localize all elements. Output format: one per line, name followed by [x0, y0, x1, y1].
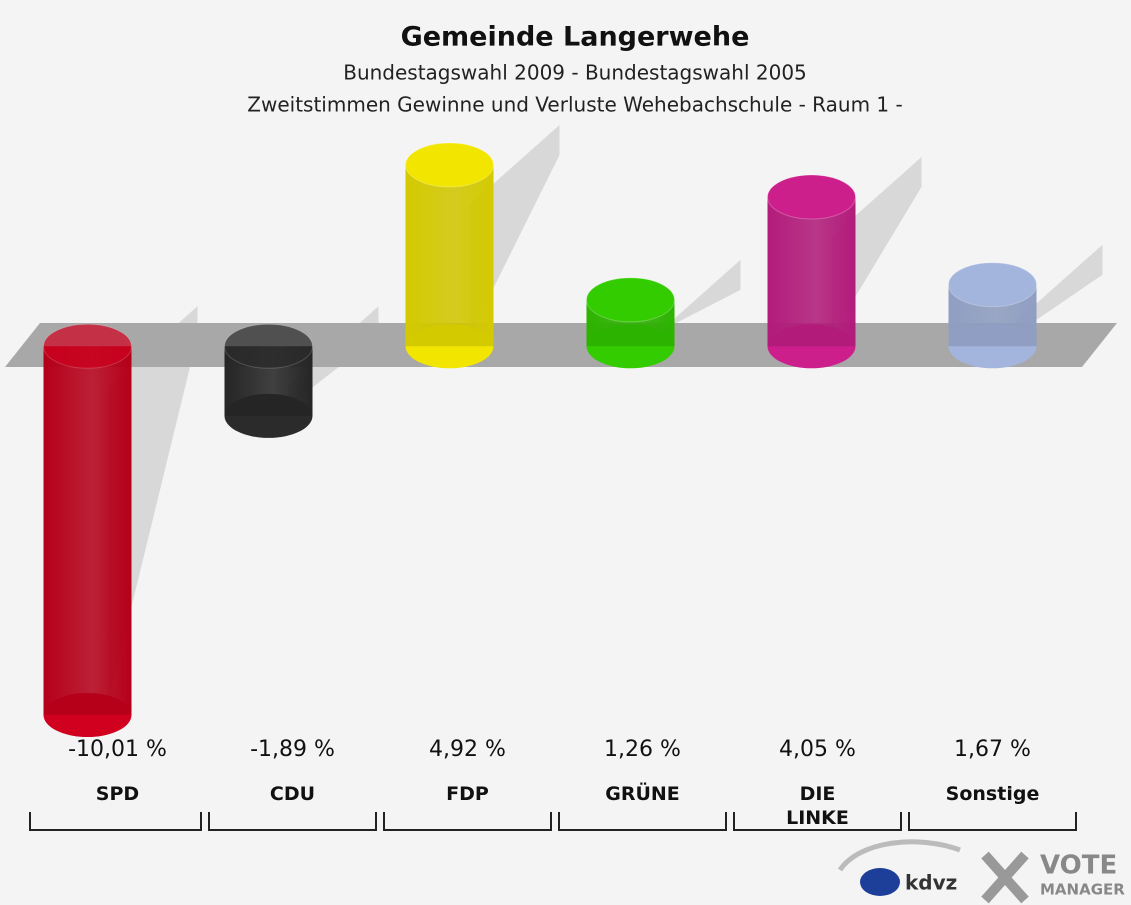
value-label: -10,01 %: [68, 737, 167, 762]
value-label: 4,05 %: [779, 737, 856, 762]
bar-body: [43, 346, 132, 715]
logo-ball: [860, 868, 900, 896]
bar: [224, 323, 313, 438]
category-bracket: [29, 812, 202, 831]
category-label: SPD: [95, 783, 140, 805]
chart-subtitle: Zweitstimmen Gewinne und Verluste Weheba…: [247, 93, 902, 117]
bar-top: [224, 323, 313, 369]
category-label: DIE LINKE: [786, 783, 849, 829]
bar: [43, 323, 132, 737]
bar: [767, 174, 856, 369]
category-bracket: [208, 812, 377, 831]
category-label: Sonstige: [945, 783, 1040, 805]
category-label: CDU: [269, 783, 316, 805]
category-bracket: [383, 812, 552, 831]
value-label: 4,92 %: [429, 737, 506, 762]
bar-top: [586, 277, 675, 323]
bar-body: [767, 197, 856, 347]
value-label: -1,89 %: [250, 737, 335, 762]
bar-shade: [43, 346, 132, 715]
category-bracket: [558, 812, 727, 831]
logo-text: MANAGER: [1040, 881, 1125, 899]
logo-text: VOTE: [1040, 851, 1117, 881]
value-label: 1,67 %: [954, 737, 1031, 762]
bar-top: [405, 142, 494, 188]
value-label: 1,26 %: [604, 737, 681, 762]
category-bracket: [908, 812, 1077, 831]
bar-shade: [405, 165, 494, 347]
category-bracket: [733, 812, 902, 831]
category-label: GRÜNE: [605, 783, 680, 805]
logo-swoosh: [837, 839, 961, 872]
chart-title: Gemeinde Langerwehe: [401, 22, 750, 53]
bar-top: [948, 262, 1037, 308]
bar: [586, 277, 675, 369]
bar-top: [43, 323, 132, 369]
bar: [948, 262, 1037, 369]
logo-text: kdvz: [905, 871, 957, 895]
bar-shade: [767, 197, 856, 347]
bar-top: [767, 174, 856, 220]
bar-body: [405, 165, 494, 347]
bar: [405, 142, 494, 369]
category-label: FDP: [446, 783, 489, 805]
logo-cross: [981, 851, 1029, 904]
logo: kdvz VOTE MANAGER: [837, 839, 1125, 904]
chart-subtitle: Bundestagswahl 2009 - Bundestagswahl 200…: [343, 61, 807, 85]
